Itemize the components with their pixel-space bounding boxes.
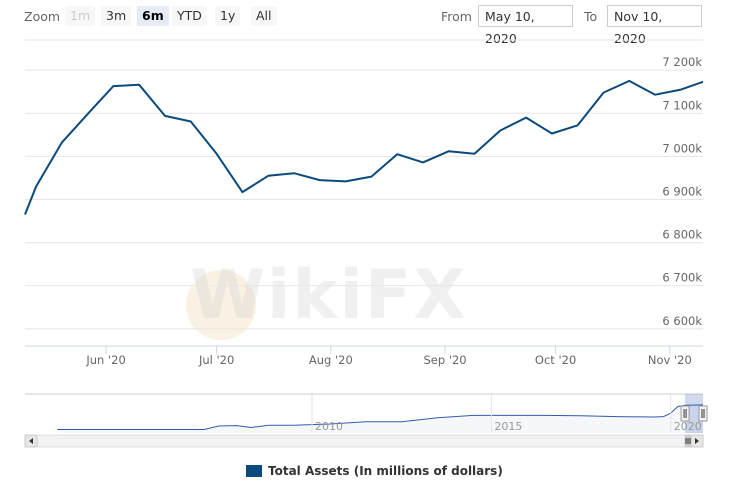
y-tick-label: 6 600k (662, 314, 702, 328)
x-tick-label: Nov '20 (648, 353, 692, 367)
from-label: From (441, 9, 472, 24)
y-tick-label: 6 700k (662, 271, 702, 285)
scrollbar-left-arrow-icon (29, 438, 33, 444)
zoom-1m-button[interactable]: 1m (65, 6, 96, 26)
navigator-right-handle[interactable] (698, 405, 708, 422)
navigator-left-handle[interactable] (680, 405, 690, 422)
y-tick-label: 7 200k (662, 55, 702, 69)
navigator-selection[interactable] (685, 394, 703, 433)
zoom-6m-button[interactable]: 6m (137, 6, 169, 26)
watermark-text: WikiFX (190, 256, 468, 335)
navigator-series-line (57, 404, 704, 430)
scrollbar-track[interactable] (24, 434, 704, 448)
legend[interactable]: Total Assets (In millions of dollars) (246, 464, 503, 478)
to-label: To (584, 9, 598, 24)
zoom-all-button[interactable]: All (251, 6, 277, 26)
from-date-input[interactable]: May 10, 2020 (478, 5, 573, 46)
zoom-label: Zoom (24, 9, 61, 24)
y-tick-label: 6 900k (662, 184, 702, 198)
legend-swatch (246, 465, 262, 477)
y-tick-label: 7 100k (662, 98, 702, 112)
navigator-year-label: 2020 (674, 420, 702, 433)
x-tick-label: Aug '20 (309, 353, 353, 367)
zoom-3m-button[interactable]: 3m (101, 6, 132, 26)
y-tick-label: 6 800k (662, 228, 702, 242)
range-selector: Zoom 1m 3m 6m YTD 1y All From May 10, 20… (0, 4, 733, 46)
to-date-input[interactable]: Nov 10, 2020 (607, 5, 702, 46)
scrollbar-right-arrow-icon (695, 438, 699, 444)
x-tick-label: Jun '20 (85, 353, 125, 367)
y-tick-label: 7 000k (662, 141, 702, 155)
x-tick-label: Jul '20 (198, 353, 234, 367)
navigator-series-area (57, 404, 704, 433)
x-tick-label: Sep '20 (424, 353, 467, 367)
navigator-year-label: 2015 (494, 420, 522, 433)
legend-label: Total Assets (In millions of dollars) (268, 464, 503, 478)
zoom-1y-button[interactable]: 1y (215, 6, 241, 26)
navigator-year-label: 2010 (315, 420, 343, 433)
x-tick-label: Oct '20 (535, 353, 576, 367)
zoom-ytd-button[interactable]: YTD (172, 6, 207, 26)
series-line-total-assets[interactable] (24, 79, 704, 215)
